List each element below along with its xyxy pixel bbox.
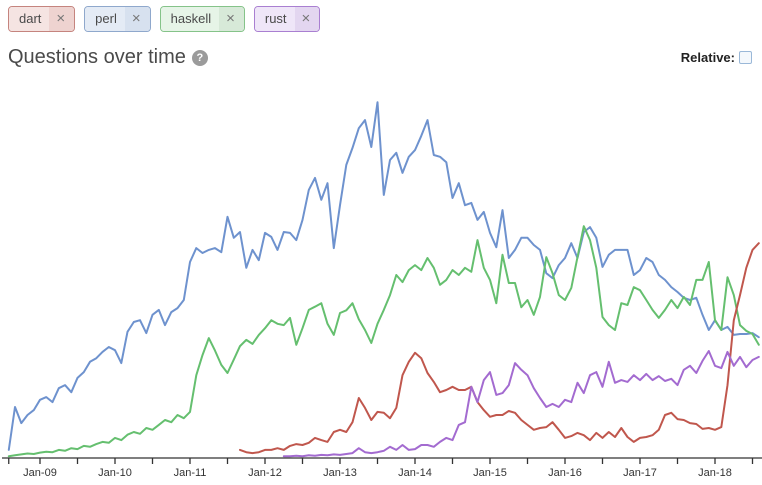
tag-chip-label: rust xyxy=(254,7,295,31)
page-title: Questions over time ? xyxy=(8,46,208,69)
remove-tag-icon[interactable]: × xyxy=(49,7,75,31)
header-row: Questions over time ? Relative: xyxy=(0,32,762,69)
help-icon[interactable]: ? xyxy=(191,49,208,66)
x-tick-label: Jan-09 xyxy=(23,467,57,479)
trend-chart[interactable]: Jan-09 Jan-10 Jan-11 Jan-12 Jan-13 Jan-14 Jan-… xyxy=(0,95,762,485)
chart-container[interactable]: Jan-09 Jan-10 Jan-11 Jan-12 Jan-13 Jan-14 Jan-… xyxy=(0,95,762,485)
remove-tag-icon[interactable]: × xyxy=(294,7,320,31)
tag-chip-dart[interactable]: dart × xyxy=(8,6,76,32)
series-line-rust[interactable] xyxy=(282,350,760,458)
x-tick-label: Jan-15 xyxy=(473,467,507,479)
remove-tag-icon[interactable]: × xyxy=(124,7,150,31)
relative-label: Relative: xyxy=(680,50,735,65)
tag-chip-label: dart xyxy=(9,7,50,31)
tag-chip-rust[interactable]: rust × xyxy=(253,6,321,32)
x-tick-label: Jan-17 xyxy=(623,467,657,479)
series-line-perl[interactable] xyxy=(7,101,760,451)
relative-checkbox[interactable] xyxy=(739,51,752,64)
tag-chip-list: dart × perl × haskell × rust × xyxy=(0,0,762,32)
tag-chip-label: haskell xyxy=(160,7,220,31)
x-tick-label: Jan-10 xyxy=(98,467,132,479)
x-tick-label: Jan-12 xyxy=(248,467,282,479)
tag-chip-label: perl xyxy=(85,7,125,31)
series-line-haskell[interactable] xyxy=(7,225,760,458)
series-line-dart[interactable] xyxy=(239,242,760,455)
remove-tag-icon[interactable]: × xyxy=(219,7,244,31)
x-tick-label: Jan-18 xyxy=(698,467,732,479)
tag-chip-perl[interactable]: perl × xyxy=(84,6,151,32)
tag-chip-haskell[interactable]: haskell × xyxy=(159,6,245,32)
page-title-text: Questions over time xyxy=(8,46,186,68)
x-tick-label: Jan-13 xyxy=(323,467,357,479)
relative-toggle: Relative: xyxy=(681,50,752,65)
x-tick-label: Jan-14 xyxy=(398,467,432,479)
x-tick-label: Jan-16 xyxy=(548,467,582,479)
x-tick-label: Jan-11 xyxy=(174,467,207,479)
